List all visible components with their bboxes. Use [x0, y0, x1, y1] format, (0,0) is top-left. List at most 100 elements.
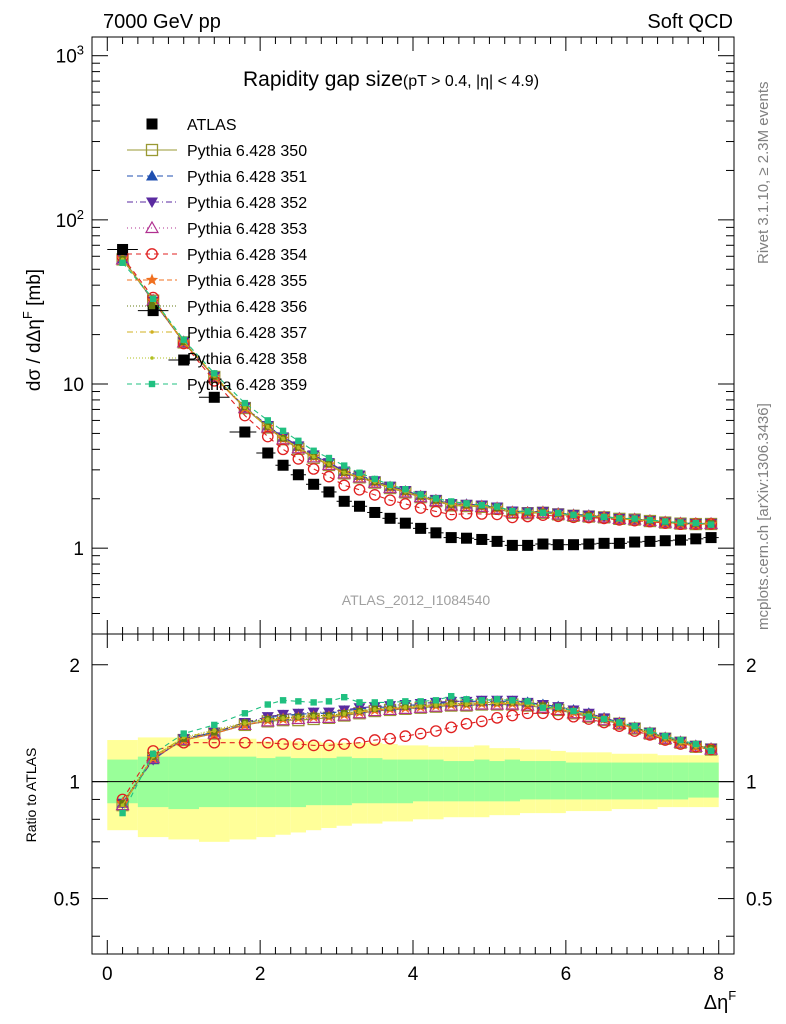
mc-point-square-small	[463, 696, 470, 703]
data-point-square	[117, 243, 129, 255]
mc-point-square-small	[616, 515, 623, 522]
data-point-square	[415, 522, 427, 534]
mc-point-triangle-up	[146, 170, 158, 181]
data-point-square	[568, 539, 579, 551]
mc-point-circle-open	[239, 736, 251, 749]
header-right: Soft QCD	[647, 11, 733, 33]
mc-point-dot	[449, 701, 454, 706]
ratio-y-label: Ratio to ATLAS	[23, 748, 39, 843]
legend-label: Pythia 6.428 355	[187, 273, 307, 290]
main-y-tick-label: 103	[56, 43, 84, 68]
mc-point-circle-open	[208, 736, 221, 749]
ratio-x-axis: 0 2 4 6 8	[102, 634, 724, 985]
x-tick-label: 2	[255, 964, 266, 985]
stat-uncertainty-band	[428, 759, 444, 802]
mc-point-circle-open	[277, 738, 289, 750]
mc-point-square-small	[325, 698, 333, 705]
data-point-square	[537, 538, 549, 550]
mc-point-dot	[327, 462, 331, 466]
mc-point-square-small	[417, 698, 424, 705]
data-point-square	[262, 447, 274, 459]
main-y-label-sup: F	[20, 311, 35, 319]
mc-point-circle-open	[146, 248, 158, 260]
data-point-square	[491, 535, 503, 547]
data-point-square	[629, 536, 641, 548]
mc-point-square-small	[119, 800, 126, 807]
x-tick-label: 6	[561, 964, 572, 985]
data-point-square	[445, 532, 457, 544]
stat-uncertainty-band	[535, 761, 551, 800]
data-point-square	[552, 539, 564, 551]
data-point-square	[323, 486, 335, 498]
mc-point-square-small	[707, 747, 715, 755]
data-point-square	[338, 495, 350, 507]
rivet-version-label: Rivet 3.1.10, ≥ 2.3M events	[755, 82, 772, 265]
mc-point-square-small	[180, 730, 187, 737]
mc-point-circle-open	[292, 453, 305, 465]
mc-point-square-small	[677, 519, 684, 526]
mc-point-circle-open	[261, 430, 274, 443]
data-point-square	[369, 506, 381, 518]
mc-ratio-line	[122, 701, 712, 804]
stat-uncertainty-band	[642, 762, 658, 800]
mc-point-circle-open	[307, 463, 320, 475]
legend-entry: Pythia 6.428 356	[127, 299, 307, 316]
main-series-pythia-6-428-359	[119, 259, 715, 528]
data-point-square	[476, 533, 488, 545]
mc-ratio-line	[122, 703, 712, 806]
mc-point-dot	[265, 424, 270, 429]
stat-uncertainty-band	[367, 758, 383, 804]
mcplots-label: mcplots.cern.ch [arXiv:1306.3436]	[755, 403, 772, 630]
mc-point-circle-open	[368, 489, 381, 501]
ratio-series-pythia-6-428-359	[119, 692, 715, 817]
mc-point-square-small	[692, 519, 699, 527]
mc-point-square-small	[646, 727, 654, 735]
mc-point-square-small	[600, 715, 608, 723]
mc-point-dot	[388, 705, 392, 710]
mc-point-square-small	[371, 699, 378, 706]
mc-point-square-small	[211, 370, 218, 377]
legend-entry: Pythia 6.428 359	[127, 377, 307, 394]
ratio-y-tick-label: 0.5	[54, 890, 80, 911]
mc-point-square-small	[279, 697, 287, 704]
mc-point-square-small	[211, 721, 218, 729]
mc-point-dot	[265, 717, 270, 721]
legend-label: ATLAS	[187, 117, 237, 134]
mc-point-dot	[150, 356, 154, 360]
mc-point-square-small	[448, 498, 455, 505]
main-y-tick-label: 102	[56, 207, 84, 232]
atlas-data-series	[107, 243, 719, 551]
mc-point-square-small	[585, 513, 592, 520]
mc-point-square-small	[310, 447, 317, 454]
mc-point-dot	[243, 720, 247, 725]
mc-point-circle-open	[430, 505, 442, 518]
mc-line	[122, 259, 712, 525]
legend-entry: Pythia 6.428 353	[127, 220, 307, 238]
data-point-square	[146, 118, 158, 130]
mc-point-star	[145, 273, 159, 286]
mc-point-circle-open	[353, 483, 366, 496]
data-point-square	[461, 532, 472, 544]
mc-point-triangle-down	[146, 197, 158, 208]
main-y-axis: 1 10 102 103	[56, 43, 734, 635]
x-tick-label: 4	[408, 964, 419, 985]
stat-uncertainty-band	[413, 759, 429, 802]
main-series-pythia-6-428-354	[116, 251, 717, 531]
mc-point-square-open	[145, 143, 159, 157]
data-point-square	[399, 517, 411, 529]
mc-point-square-small	[662, 732, 669, 740]
mc-point-dot	[311, 454, 316, 459]
data-point-square	[705, 532, 717, 544]
mc-point-circle-open	[338, 738, 351, 750]
mc-point-square-small	[371, 475, 378, 483]
ratio-y-axis: 0.5 0.5 1 1 2 2	[54, 656, 772, 937]
mc-point-circle-open	[384, 494, 396, 507]
mc-point-square-small	[539, 509, 547, 516]
data-point-square	[430, 527, 442, 539]
mc-point-dot	[150, 330, 154, 334]
mc-point-square-small	[119, 259, 126, 266]
x-axis-label-text: Δη	[704, 992, 728, 1014]
mc-point-square-small	[616, 719, 623, 726]
mc-point-square-small	[241, 710, 249, 717]
